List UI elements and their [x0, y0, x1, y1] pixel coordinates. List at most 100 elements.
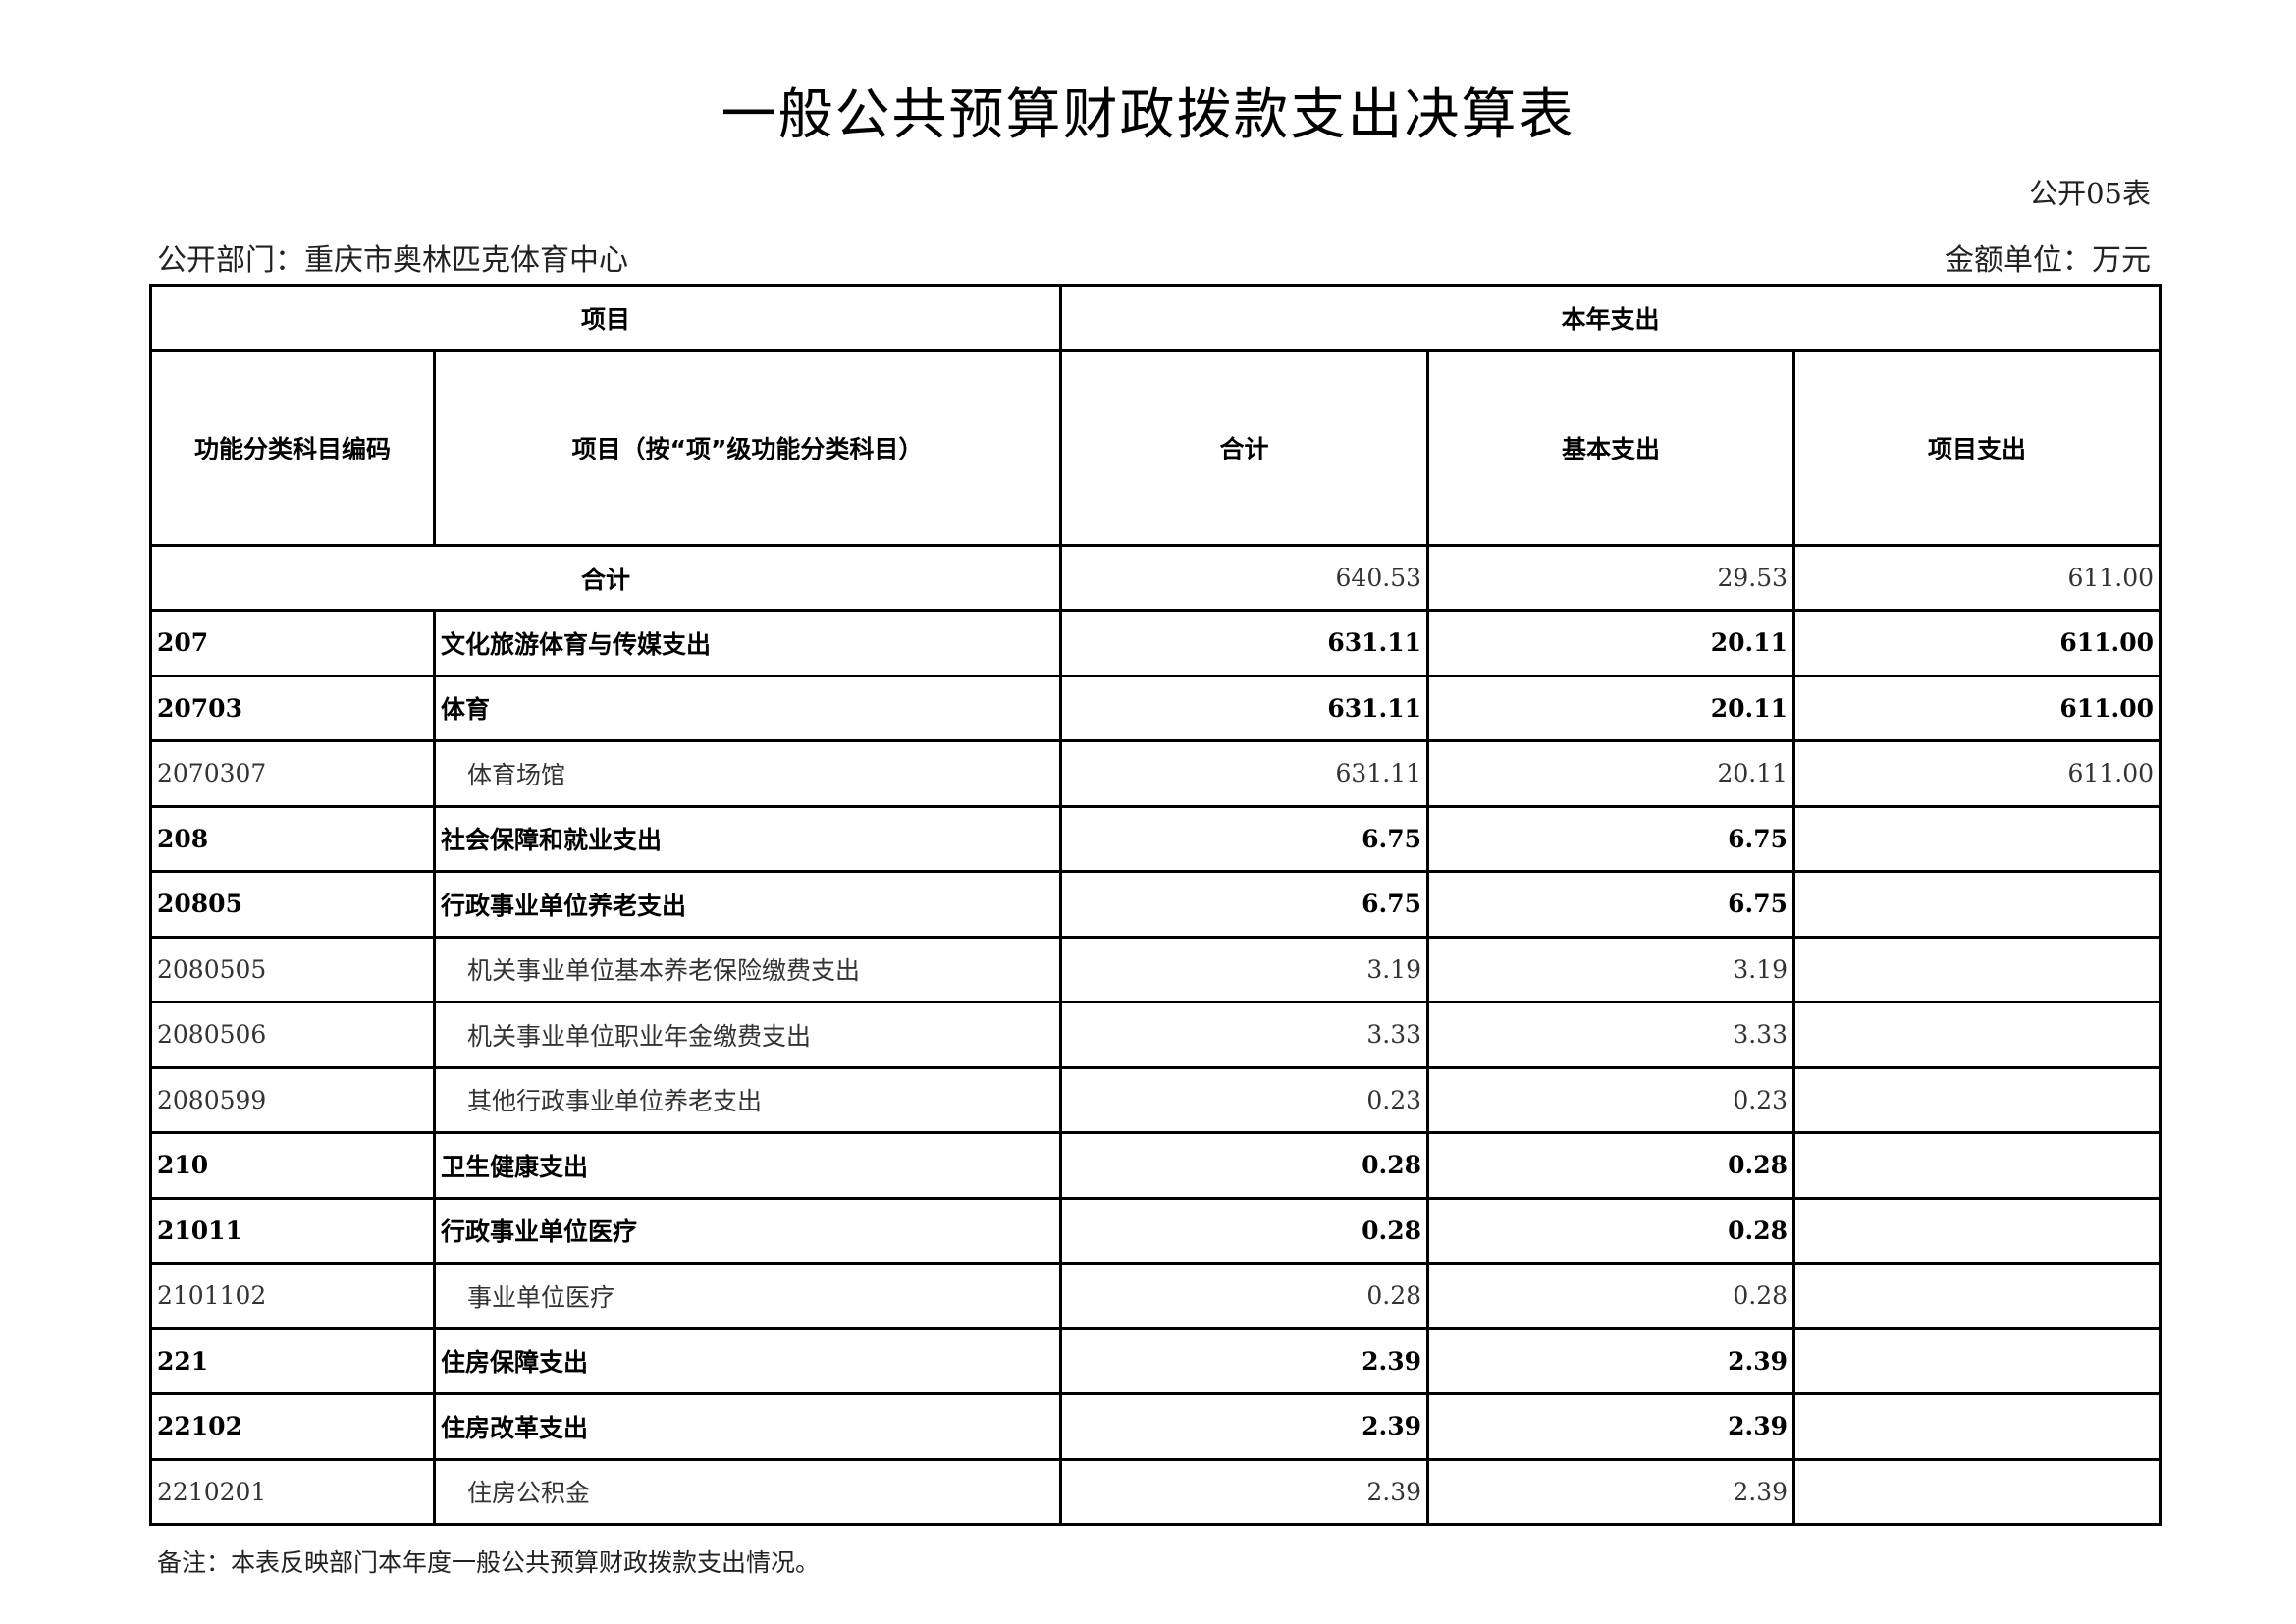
row-name: 住房公积金	[432, 1457, 1063, 1526]
row-code: 2210201	[149, 1457, 436, 1526]
row-basic: 2.39	[1426, 1326, 1796, 1395]
table-row: 2080505 机关事业单位基本养老保险缴费支出 3.19 3.19	[149, 935, 2163, 1003]
row-project	[1792, 935, 2163, 1003]
row-code: 207	[149, 609, 436, 677]
row-basic: 0.28	[1426, 1196, 1796, 1265]
table-row: 2070307 体育场馆 631.11 20.11 611.00	[149, 739, 2163, 808]
table-row: 210 卫生健康支出 0.28 0.28	[149, 1131, 2163, 1200]
row-code: 2080505	[149, 935, 436, 1003]
row-project	[1792, 1196, 2163, 1265]
row-name: 文化旅游体育与传媒支出	[432, 609, 1063, 677]
row-code: 2101102	[149, 1262, 436, 1330]
row-total: 3.19	[1059, 935, 1430, 1003]
expenditure-table: 项目 本年支出 功能分类科目编码 项目（按“项”级功能分类科目） 合计 基本支出…	[148, 284, 2163, 1526]
row-project	[1792, 1457, 2163, 1526]
row-project: 611.00	[1792, 739, 2163, 808]
row-code: 21011	[149, 1196, 436, 1265]
row-code: 2080506	[149, 1001, 436, 1069]
total-total: 640.53	[1059, 544, 1430, 612]
row-basic: 0.28	[1426, 1131, 1796, 1200]
row-name: 卫生健康支出	[432, 1131, 1063, 1200]
row-total: 2.39	[1059, 1457, 1430, 1526]
row-basic: 3.33	[1426, 1001, 1796, 1069]
total-project: 611.00	[1792, 544, 2163, 612]
table-row: 208 社会保障和就业支出 6.75 6.75	[149, 804, 2163, 873]
row-code: 2070307	[149, 739, 436, 808]
header-item: 项目（按“项”级功能分类科目）	[432, 349, 1063, 547]
row-code: 210	[149, 1131, 436, 1200]
row-total: 0.23	[1059, 1065, 1430, 1134]
row-name: 体育场馆	[432, 739, 1063, 808]
table-row: 20805 行政事业单位养老支出 6.75 6.75	[149, 870, 2163, 939]
row-basic: 0.23	[1426, 1065, 1796, 1134]
row-project	[1792, 1001, 2163, 1069]
header-project: 项目	[148, 284, 1063, 352]
row-total: 0.28	[1059, 1262, 1430, 1330]
row-total: 0.28	[1059, 1131, 1430, 1200]
row-total: 2.39	[1059, 1326, 1430, 1395]
row-basic: 0.28	[1426, 1262, 1796, 1330]
table-row: 2080506 机关事业单位职业年金缴费支出 3.33 3.33	[149, 1001, 2163, 1069]
row-basic: 20.11	[1426, 739, 1796, 808]
header-project-expenditure: 项目支出	[1792, 349, 2163, 547]
row-code: 208	[149, 804, 436, 873]
row-total: 6.75	[1059, 804, 1430, 873]
row-basic: 3.19	[1426, 935, 1796, 1003]
row-code: 221	[149, 1326, 436, 1395]
row-project	[1792, 1392, 2163, 1461]
row-code: 20805	[149, 870, 436, 939]
row-basic: 20.11	[1426, 609, 1796, 677]
header-current-year: 本年支出	[1059, 284, 2163, 352]
header-code: 功能分类科目编码	[149, 349, 436, 547]
row-total: 631.11	[1059, 609, 1430, 677]
row-project	[1792, 804, 2163, 873]
row-name: 其他行政事业单位养老支出	[432, 1065, 1063, 1134]
unit-label: 金额单位：万元	[1945, 244, 2151, 278]
table-row: 21011 行政事业单位医疗 0.28 0.28	[149, 1196, 2163, 1265]
table-row: 2210201 住房公积金 2.39 2.39	[149, 1457, 2163, 1526]
header-basic: 基本支出	[1426, 349, 1796, 547]
row-basic: 6.75	[1426, 804, 1796, 873]
row-code: 22102	[149, 1392, 436, 1461]
row-total: 631.11	[1059, 674, 1430, 742]
table-number: 公开05表	[2029, 177, 2151, 210]
row-project	[1792, 1326, 2163, 1395]
total-label: 合计	[148, 544, 1063, 612]
row-name: 事业单位医疗	[432, 1262, 1063, 1330]
row-name: 机关事业单位职业年金缴费支出	[432, 1001, 1063, 1069]
row-name: 社会保障和就业支出	[432, 804, 1063, 873]
department-label: 公开部门：重庆市奥林匹克体育中心	[157, 244, 628, 278]
row-code: 20703	[149, 674, 436, 742]
row-total: 2.39	[1059, 1392, 1430, 1461]
row-total: 6.75	[1059, 870, 1430, 939]
row-project	[1792, 1065, 2163, 1134]
total-row: 合计 640.53 29.53 611.00	[148, 544, 2163, 612]
row-name: 住房改革支出	[432, 1392, 1063, 1461]
row-total: 631.11	[1059, 739, 1430, 808]
table-row: 2101102 事业单位医疗 0.28 0.28	[149, 1262, 2163, 1330]
row-basic: 2.39	[1426, 1392, 1796, 1461]
header-total: 合计	[1059, 349, 1430, 547]
table-row: 221 住房保障支出 2.39 2.39	[149, 1326, 2163, 1395]
total-basic: 29.53	[1426, 544, 1796, 612]
row-project	[1792, 1262, 2163, 1330]
table-row: 207 文化旅游体育与传媒支出 631.11 20.11 611.00	[149, 609, 2163, 677]
row-project	[1792, 1131, 2163, 1200]
row-total: 0.28	[1059, 1196, 1430, 1265]
row-basic: 2.39	[1426, 1457, 1796, 1526]
row-project	[1792, 870, 2163, 939]
row-name: 体育	[432, 674, 1063, 742]
header-row-1: 项目 本年支出	[148, 284, 2163, 352]
row-name: 机关事业单位基本养老保险缴费支出	[432, 935, 1063, 1003]
row-project: 611.00	[1792, 674, 2163, 742]
row-basic: 20.11	[1426, 674, 1796, 742]
row-name: 住房保障支出	[432, 1326, 1063, 1395]
row-code: 2080599	[149, 1065, 436, 1134]
row-name: 行政事业单位医疗	[432, 1196, 1063, 1265]
table-row: 2080599 其他行政事业单位养老支出 0.23 0.23	[149, 1065, 2163, 1134]
row-basic: 6.75	[1426, 870, 1796, 939]
header-row-2: 功能分类科目编码 项目（按“项”级功能分类科目） 合计 基本支出 项目支出	[149, 349, 2163, 547]
footnote: 备注：本表反映部门本年度一般公共预算财政拨款支出情况。	[157, 1548, 821, 1577]
page-title: 一般公共预算财政拨款支出决算表	[721, 83, 1575, 147]
row-name: 行政事业单位养老支出	[432, 870, 1063, 939]
